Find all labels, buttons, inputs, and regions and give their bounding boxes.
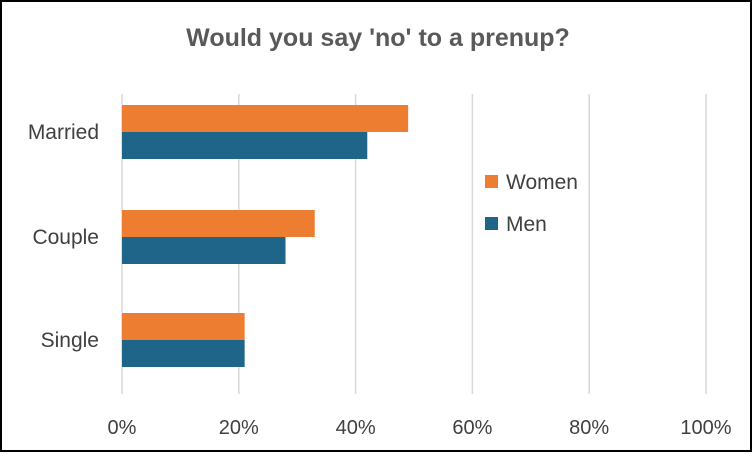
legend-swatch [485,175,498,188]
x-tick-label: 40% [336,417,376,439]
legend-label: Men [506,213,547,236]
legend: Women Men [485,171,578,236]
x-tick-label: 0% [108,417,137,439]
bars [122,105,409,367]
x-tick-label: 80% [569,417,609,439]
category-label: Couple [32,226,99,249]
legend-swatch [485,217,498,230]
x-tick-label: 60% [452,417,492,439]
bar-women-married [122,105,409,132]
chart-title: Would you say 'no' to a prenup? [186,24,570,52]
category-label: Married [28,121,99,144]
bar-men-married [122,132,368,159]
legend-label: Women [506,171,578,194]
bar-men-couple [122,237,286,264]
category-labels: Married Couple Single [28,121,99,352]
bar-men-single [122,340,245,367]
x-tick-label: 100% [680,417,731,439]
category-label: Single [41,329,99,352]
x-tick-labels: 0% 20% 40% 60% 80% 100% [108,417,732,439]
bar-women-single [122,313,245,340]
bar-women-couple [122,210,315,237]
x-tick-label: 20% [219,417,259,439]
